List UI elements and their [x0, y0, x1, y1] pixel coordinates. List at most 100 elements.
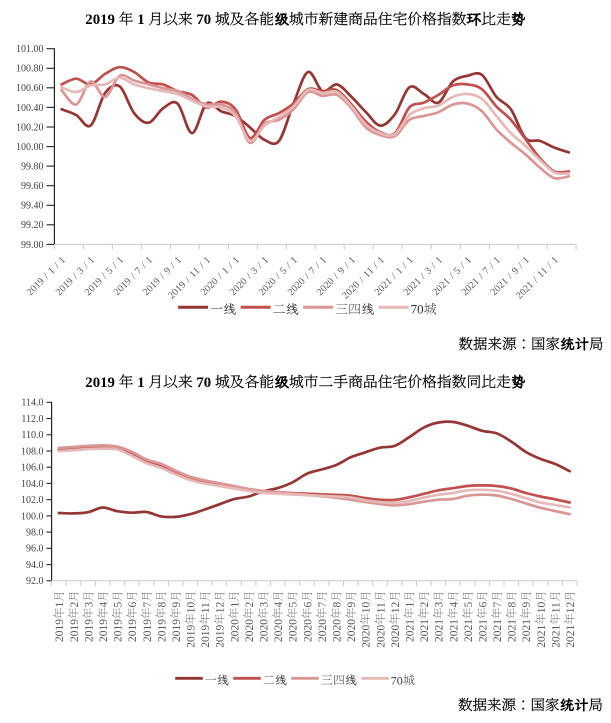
- svg-text:2020: 2020: [331, 619, 343, 642]
- svg-text:2019: 2019: [54, 619, 66, 642]
- svg-text:2021: 2021: [404, 619, 416, 642]
- svg-text:96.0: 96.0: [26, 544, 44, 555]
- svg-text:6: 6: [477, 602, 489, 608]
- svg-text:4: 4: [448, 602, 460, 608]
- svg-text:102.0: 102.0: [21, 495, 44, 506]
- svg-text:3: 3: [259, 602, 271, 608]
- svg-text:2019: 2019: [85, 375, 118, 391]
- svg-text:2020: 2020: [302, 619, 314, 642]
- svg-text:1: 1: [229, 602, 241, 608]
- svg-text:6: 6: [127, 602, 139, 608]
- svg-text:6: 6: [302, 602, 314, 608]
- svg-text:11: 11: [550, 602, 562, 613]
- svg-text:3: 3: [434, 602, 446, 608]
- svg-text:12: 12: [215, 602, 227, 614]
- svg-text:70: 70: [391, 673, 403, 687]
- svg-text:2021: 2021: [477, 619, 489, 642]
- svg-text:11: 11: [200, 602, 212, 613]
- svg-text:2: 2: [69, 602, 81, 608]
- svg-text:2020: 2020: [317, 619, 329, 642]
- svg-text:2020: 2020: [390, 625, 402, 648]
- svg-text:100.00: 100.00: [16, 142, 44, 153]
- svg-text:5: 5: [463, 602, 475, 608]
- svg-text:9: 9: [171, 602, 183, 608]
- svg-text:70: 70: [193, 375, 215, 391]
- svg-text:112.0: 112.0: [21, 414, 43, 425]
- svg-text:99.40: 99.40: [21, 201, 44, 212]
- svg-text:10: 10: [361, 602, 373, 614]
- svg-text:101.00: 101.00: [16, 44, 44, 55]
- svg-text:100.40: 100.40: [16, 103, 44, 114]
- svg-text:100.80: 100.80: [16, 64, 44, 75]
- svg-text:100.60: 100.60: [16, 83, 44, 94]
- svg-text:2020: 2020: [375, 625, 387, 648]
- svg-text:2021: 2021: [536, 625, 548, 648]
- svg-text:9: 9: [521, 602, 533, 608]
- svg-text:9: 9: [346, 602, 358, 608]
- svg-text:4: 4: [98, 602, 110, 608]
- svg-text:2019: 2019: [85, 12, 118, 28]
- svg-text:92.0: 92.0: [26, 576, 44, 587]
- svg-text:2021: 2021: [463, 619, 475, 642]
- svg-text:2019: 2019: [142, 619, 154, 642]
- svg-text:2019: 2019: [69, 619, 81, 642]
- svg-text:2019: 2019: [200, 625, 212, 648]
- svg-text:7: 7: [492, 602, 504, 608]
- svg-text:10: 10: [186, 602, 198, 614]
- svg-text:2021: 2021: [565, 625, 577, 648]
- svg-text:99.00: 99.00: [21, 240, 44, 251]
- svg-text:100.20: 100.20: [16, 122, 44, 133]
- svg-text:100.0: 100.0: [21, 511, 44, 522]
- svg-text:1: 1: [404, 602, 416, 608]
- svg-text:2: 2: [244, 602, 256, 608]
- svg-text:2021: 2021: [492, 619, 504, 642]
- svg-text:12: 12: [390, 602, 402, 614]
- svg-text:99.80: 99.80: [21, 162, 44, 173]
- svg-text:110.0: 110.0: [21, 430, 43, 441]
- svg-text:2020: 2020: [361, 625, 373, 648]
- svg-text:114.0: 114.0: [21, 398, 43, 409]
- svg-text:2019: 2019: [83, 619, 95, 642]
- svg-text:2021: 2021: [507, 619, 519, 642]
- svg-text:2020: 2020: [346, 619, 358, 642]
- svg-text:2019: 2019: [215, 625, 227, 648]
- svg-text:1: 1: [134, 375, 149, 391]
- svg-text:2020: 2020: [259, 619, 271, 642]
- svg-text:99.60: 99.60: [21, 181, 44, 192]
- svg-text:1: 1: [54, 602, 66, 608]
- svg-text:5: 5: [288, 602, 300, 608]
- svg-text:108.0: 108.0: [21, 446, 44, 457]
- svg-text:8: 8: [331, 602, 343, 608]
- svg-text:8: 8: [507, 602, 519, 608]
- svg-text:8: 8: [156, 602, 168, 608]
- svg-text:2019: 2019: [113, 619, 125, 642]
- svg-text:12: 12: [565, 602, 577, 614]
- svg-text:11: 11: [375, 602, 387, 613]
- svg-text:2019: 2019: [186, 625, 198, 648]
- svg-text:3: 3: [83, 602, 95, 608]
- svg-text:2020: 2020: [244, 619, 256, 642]
- svg-text:2: 2: [419, 602, 431, 608]
- svg-text:7: 7: [142, 602, 154, 608]
- svg-text:2019: 2019: [127, 619, 139, 642]
- svg-text:70: 70: [411, 302, 424, 317]
- svg-text:70: 70: [193, 12, 215, 28]
- svg-text:106.0: 106.0: [21, 463, 44, 474]
- svg-text:94.0: 94.0: [26, 560, 44, 571]
- svg-text:2019: 2019: [156, 619, 168, 642]
- svg-text:5: 5: [113, 602, 125, 608]
- svg-text:2020: 2020: [273, 619, 285, 642]
- svg-text:2021: 2021: [550, 625, 562, 648]
- svg-text:1: 1: [134, 12, 149, 28]
- svg-text:10: 10: [536, 602, 548, 614]
- svg-text:98.0: 98.0: [26, 528, 44, 539]
- svg-text:2019: 2019: [171, 619, 183, 642]
- svg-text:7: 7: [317, 602, 329, 608]
- svg-text:104.0: 104.0: [21, 479, 44, 490]
- svg-text:2021: 2021: [419, 619, 431, 642]
- svg-text:2019: 2019: [98, 619, 110, 642]
- svg-text:2021: 2021: [448, 619, 460, 642]
- svg-text:2021: 2021: [521, 619, 533, 642]
- svg-text:4: 4: [273, 602, 285, 608]
- svg-text:2021: 2021: [434, 619, 446, 642]
